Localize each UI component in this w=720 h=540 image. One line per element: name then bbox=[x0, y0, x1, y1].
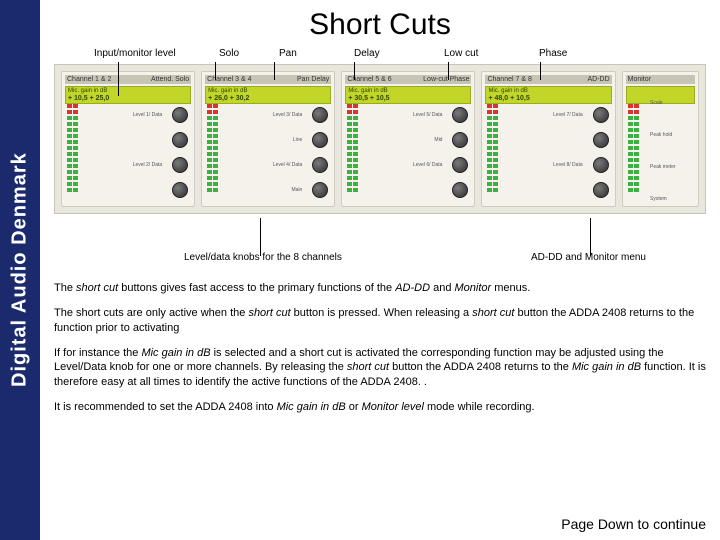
rotary-knob[interactable] bbox=[452, 182, 468, 198]
knob-label: Level 1/ Data bbox=[118, 112, 162, 118]
knob-label: Level 2/ Data bbox=[118, 162, 162, 168]
knob-label: Level 8/ Data bbox=[539, 162, 583, 168]
label-level-knobs: Level/data knobs for the 8 channels bbox=[184, 252, 342, 263]
knob-row: Level 8/ Data bbox=[539, 157, 609, 173]
level-meter bbox=[628, 104, 642, 201]
knob-row: Line bbox=[258, 132, 328, 148]
knob-column: Level 3/ Data Line Level 4/ Data Main bbox=[258, 102, 328, 202]
pointer-line bbox=[448, 62, 449, 80]
level-meter bbox=[347, 104, 361, 201]
pointer-line bbox=[354, 62, 355, 80]
level-meter bbox=[207, 104, 221, 201]
knob-column: Level 1/ Data Level 2/ Data bbox=[118, 102, 188, 202]
rotary-knob[interactable] bbox=[593, 157, 609, 173]
pointer-line bbox=[540, 62, 541, 80]
page-title: Short Cuts bbox=[54, 8, 706, 42]
rotary-knob[interactable] bbox=[172, 107, 188, 123]
level-meter bbox=[487, 104, 501, 201]
rotary-knob[interactable] bbox=[172, 182, 188, 198]
monitor-menu-item: Peak hold bbox=[650, 132, 694, 138]
rotary-knob[interactable] bbox=[452, 157, 468, 173]
hardware-panel: Channel 1 & 2Attend. SoloMic. gain in dB… bbox=[54, 64, 706, 214]
knob-row: Level 3/ Data bbox=[258, 107, 328, 123]
channel-module: Channel 1 & 2Attend. SoloMic. gain in dB… bbox=[61, 71, 195, 207]
monitor-menu-item: System bbox=[650, 196, 694, 202]
knob-row: Level 5/ Data bbox=[398, 107, 468, 123]
knob-row bbox=[539, 182, 609, 198]
knob-row: Mid bbox=[398, 132, 468, 148]
knob-label: Mid bbox=[398, 137, 442, 143]
body-text: The short cut buttons gives fast access … bbox=[54, 281, 706, 415]
label-pan: Pan bbox=[279, 48, 297, 59]
channel-module: Channel 3 & 4Pan DelayMic. gain in dB+ 2… bbox=[201, 71, 335, 207]
level-meter bbox=[67, 104, 81, 201]
footer-hint: Page Down to continue bbox=[561, 516, 706, 532]
label-lowcut: Low cut bbox=[444, 48, 478, 59]
monitor-menu-item: Peak meter bbox=[650, 164, 694, 170]
brand-text: Digital Audio Denmark bbox=[9, 153, 32, 388]
knob-label: Level 6/ Data bbox=[398, 162, 442, 168]
label-addd-monitor: AD-DD and Monitor menu bbox=[531, 252, 646, 263]
rotary-knob[interactable] bbox=[312, 107, 328, 123]
module-header: Channel 5 & 6Low-cut Phase bbox=[345, 75, 471, 84]
pointer-line bbox=[590, 218, 591, 256]
knob-column: Level 5/ Data Mid Level 6/ Data bbox=[398, 102, 468, 202]
monitor-menu-item: Scale bbox=[650, 100, 694, 106]
knob-row bbox=[539, 132, 609, 148]
knob-row: Level 2/ Data bbox=[118, 157, 188, 173]
monitor-menu-list: Scale Peak hold Peak meter System bbox=[650, 100, 694, 202]
knob-label: Level 3/ Data bbox=[258, 112, 302, 118]
knob-row bbox=[398, 182, 468, 198]
rotary-knob[interactable] bbox=[593, 182, 609, 198]
channel-module: Channel 5 & 6Low-cut PhaseMic. gain in d… bbox=[341, 71, 475, 207]
knob-row: Level 7/ Data bbox=[539, 107, 609, 123]
channel-module: Channel 7 & 8AD-DDMic. gain in dB+ 48,0 … bbox=[481, 71, 615, 207]
knob-row bbox=[118, 182, 188, 198]
label-solo: Solo bbox=[219, 48, 239, 59]
bottom-label-row: Level/data knobs for the 8 channels AD-D… bbox=[54, 252, 706, 263]
rotary-knob[interactable] bbox=[312, 132, 328, 148]
module-header: Channel 3 & 4Pan Delay bbox=[205, 75, 331, 84]
knob-row: Level 6/ Data bbox=[398, 157, 468, 173]
rotary-knob[interactable] bbox=[452, 132, 468, 148]
pointer-line bbox=[260, 218, 261, 256]
channel-module: Monitor Scale Peak hold Peak meter System bbox=[622, 71, 699, 207]
knob-label: Level 5/ Data bbox=[398, 112, 442, 118]
module-header: Monitor bbox=[626, 75, 695, 84]
rotary-knob[interactable] bbox=[593, 107, 609, 123]
rotary-knob[interactable] bbox=[172, 157, 188, 173]
pointer-line bbox=[274, 62, 275, 80]
top-label-row: Input/monitor level Solo Pan Delay Low c… bbox=[54, 48, 706, 62]
knob-row: Level 1/ Data bbox=[118, 107, 188, 123]
body-paragraph: If for instance the Mic gain in dB is se… bbox=[54, 346, 706, 391]
label-phase: Phase bbox=[539, 48, 567, 59]
knob-row: Main bbox=[258, 182, 328, 198]
knob-label: Level 4/ Data bbox=[258, 162, 302, 168]
pointer-line bbox=[118, 62, 119, 96]
rotary-knob[interactable] bbox=[312, 157, 328, 173]
knob-label: Line bbox=[258, 137, 302, 143]
body-paragraph: It is recommended to set the ADDA 2408 i… bbox=[54, 400, 706, 415]
rotary-knob[interactable] bbox=[312, 182, 328, 198]
label-delay: Delay bbox=[354, 48, 380, 59]
module-header: Channel 1 & 2Attend. Solo bbox=[65, 75, 191, 84]
rotary-knob[interactable] bbox=[593, 132, 609, 148]
rotary-knob[interactable] bbox=[172, 132, 188, 148]
slide-content: Short Cuts Input/monitor level Solo Pan … bbox=[40, 0, 720, 540]
body-paragraph: The short cuts are only active when the … bbox=[54, 306, 706, 336]
knob-label: Level 7/ Data bbox=[539, 112, 583, 118]
rotary-knob[interactable] bbox=[452, 107, 468, 123]
label-input-monitor: Input/monitor level bbox=[94, 48, 176, 59]
knob-row bbox=[118, 132, 188, 148]
knob-row: Level 4/ Data bbox=[258, 157, 328, 173]
body-paragraph: The short cut buttons gives fast access … bbox=[54, 281, 706, 296]
module-header: Channel 7 & 8AD-DD bbox=[485, 75, 611, 84]
knob-column: Level 7/ Data Level 8/ Data bbox=[539, 102, 609, 202]
knob-label: Main bbox=[258, 187, 302, 193]
brand-sidebar: Digital Audio Denmark bbox=[0, 0, 40, 540]
pointer-line bbox=[215, 62, 216, 80]
